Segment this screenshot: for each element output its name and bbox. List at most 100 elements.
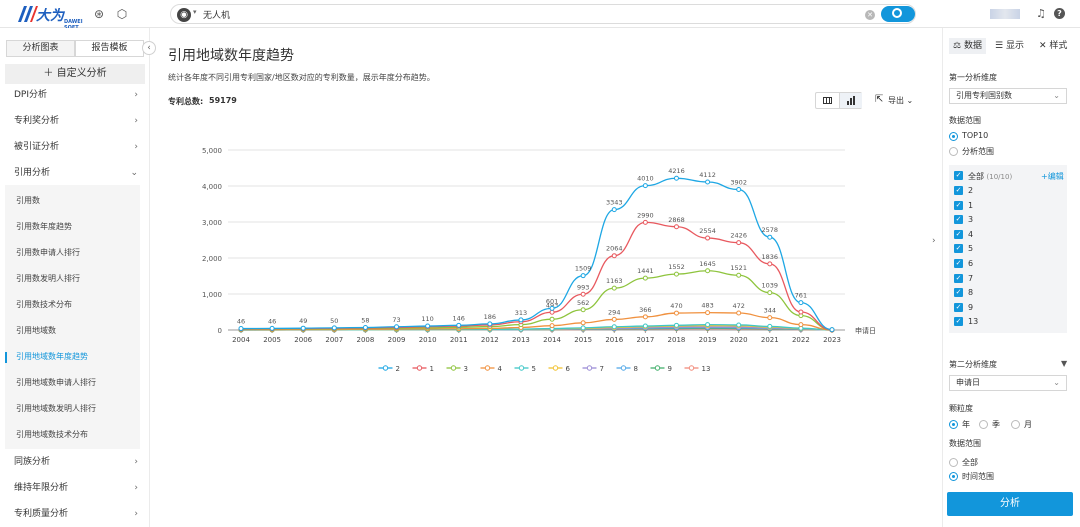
data-point-4 <box>642 314 648 320</box>
chevron-right-icon: › <box>134 116 138 126</box>
collapse-left-button[interactable]: ‹ <box>142 41 156 55</box>
radio-all[interactable] <box>949 458 958 467</box>
checkbox-series-2[interactable]: ✓ <box>954 186 963 195</box>
submenu-item[interactable]: 引用数年度趋势 <box>16 222 72 231</box>
radio-quarter[interactable] <box>979 420 988 429</box>
first-dimension-select[interactable]: 引用专利国别数 ⌄ <box>949 88 1067 104</box>
headphones-icon[interactable]: ♫ <box>1036 7 1046 20</box>
help-icon[interactable]: ? <box>1054 8 1065 19</box>
chevron-right-icon[interactable]: › <box>932 236 936 246</box>
x-axis-label: 申请日 <box>855 326 876 335</box>
radio-top10[interactable] <box>949 132 958 141</box>
logo-mark-icon <box>18 6 38 22</box>
data-label-3: 1163 <box>606 277 623 285</box>
radio-year[interactable] <box>949 420 958 429</box>
left-tabs: 分析图表 报告模板 <box>6 40 144 57</box>
radio-month[interactable] <box>1011 420 1020 429</box>
caret-down-icon[interactable]: ▼ <box>1061 359 1068 368</box>
checkbox-series-1[interactable]: ✓ <box>954 200 963 210</box>
menu-item-cited-by[interactable]: 被引证分析 › <box>0 138 150 156</box>
avatar[interactable] <box>990 9 1020 19</box>
data-label-2: 146 <box>453 314 465 322</box>
submenu-item[interactable]: 引用地域数发明人排行 <box>16 404 96 413</box>
table-view-button[interactable] <box>816 93 839 108</box>
checkbox-all-label: 全部 (10/10) <box>968 172 1013 181</box>
tab-display[interactable]: ☰ 显示 <box>991 38 1028 54</box>
chart-view-button[interactable] <box>839 93 862 108</box>
menu-item-label: 专利质量分析 <box>14 509 69 519</box>
data-label-2: 761 <box>795 292 807 300</box>
menu-item-family[interactable]: 同族分析 › <box>0 453 150 471</box>
search-input[interactable] <box>203 7 803 21</box>
menu-item-maintenance[interactable]: 维持年限分析 › <box>0 479 150 497</box>
submenu-item[interactable]: 引用数申请人排行 <box>16 248 80 257</box>
data-point-4 <box>611 316 617 322</box>
box-icon[interactable]: ⬡ <box>116 7 128 21</box>
checkbox-series-6[interactable]: ✓ <box>954 259 963 268</box>
data-point-3 <box>767 290 773 296</box>
chevron-down-icon[interactable]: ▾ <box>193 8 197 16</box>
submenu-item[interactable]: 引用地域数 <box>16 326 56 335</box>
submenu-item[interactable]: 引用数发明人排行 <box>16 274 80 283</box>
search-icon <box>892 8 902 18</box>
globe-search-icon[interactable]: ⊛ <box>93 7 105 21</box>
y-tick-label: 2,000 <box>202 255 222 263</box>
radio-analysis-range[interactable] <box>949 147 958 156</box>
search-button[interactable] <box>881 6 915 22</box>
checkbox-series-label: 7 <box>968 273 974 283</box>
data-label-2: 73 <box>392 316 400 324</box>
checkbox-series-9[interactable]: ✓ <box>954 302 963 312</box>
export-button[interactable]: ⇱ 导出 ⌄ <box>875 94 913 106</box>
wrench-icon: ✕ <box>1039 41 1050 51</box>
legend-marker-6 <box>552 365 559 371</box>
legend-label-5: 5 <box>532 365 536 373</box>
chevron-down-icon: ⌄ <box>130 168 138 178</box>
checkbox-series-13[interactable]: ✓ <box>954 317 963 327</box>
menu-item-dpi[interactable]: DPI分析 › <box>0 86 150 104</box>
submenu-item[interactable]: 引用数技术分布 <box>16 300 72 309</box>
data-label-1: 493 <box>546 301 558 309</box>
tab-report-templates[interactable]: 报告模板 <box>75 40 144 57</box>
second-dimension-label: 第二分析维度 <box>949 360 997 369</box>
clear-icon[interactable]: ✕ <box>865 10 875 20</box>
checkbox-series-4[interactable]: ✓ <box>954 229 963 239</box>
edit-link[interactable]: +编辑 <box>1041 172 1064 181</box>
checkbox-series-label: 3 <box>968 215 974 225</box>
y-tick-label: 5,000 <box>202 147 222 155</box>
legend-label-2: 2 <box>396 365 400 373</box>
data-point-1 <box>798 309 804 315</box>
checkbox-all[interactable]: ✓ <box>954 171 963 180</box>
data-label-3: 1552 <box>668 263 685 271</box>
brand-logo[interactable]: 大为 DAWEI SOFT <box>16 4 83 31</box>
tab-data[interactable]: ⚖ 数据 <box>949 38 986 54</box>
checkbox-series-7[interactable]: ✓ <box>954 273 963 283</box>
data-point-4 <box>798 322 804 328</box>
checkbox-series-3[interactable]: ✓ <box>954 215 963 225</box>
submenu-item[interactable]: 引用地域数技术分布 <box>16 430 88 439</box>
legend-marker-1 <box>416 365 423 371</box>
checkbox-series-5[interactable]: ✓ <box>954 244 963 254</box>
submenu-item[interactable]: 引用地域数申请人排行 <box>16 378 96 387</box>
data-point-5 <box>705 322 711 328</box>
data-label-1: 2426 <box>730 232 747 240</box>
submenu-item-active[interactable]: 引用地域数年度趋势 <box>16 352 88 361</box>
tab-analysis-charts[interactable]: 分析图表 <box>6 40 75 57</box>
menu-item-quality[interactable]: 专利质量分析 › <box>0 505 150 523</box>
radio-time-range[interactable] <box>949 472 958 481</box>
chevron-right-icon: › <box>134 483 138 493</box>
second-dimension-select[interactable]: 申请日 ⌄ <box>949 375 1067 391</box>
export-label: 导出 <box>888 96 904 105</box>
analyze-button[interactable]: 分析 <box>947 492 1073 516</box>
table-icon <box>823 97 832 104</box>
submenu-item[interactable]: 引用数 <box>16 196 40 205</box>
custom-analysis-button[interactable]: ＋ 自定义分析 <box>5 64 145 84</box>
checkbox-series-8[interactable]: ✓ <box>954 288 963 298</box>
menu-item-citation[interactable]: 引用分析 ⌄ <box>0 164 150 182</box>
active-indicator <box>5 352 7 363</box>
menu-item-patent-award[interactable]: 专利奖分析 › <box>0 112 150 130</box>
data-label-2: 4216 <box>668 167 685 175</box>
data-point-3 <box>611 285 617 291</box>
globe-icon[interactable]: ◉ <box>177 8 191 22</box>
tab-style[interactable]: ✕ 样式 <box>1035 38 1071 54</box>
data-point-2 <box>611 207 617 213</box>
